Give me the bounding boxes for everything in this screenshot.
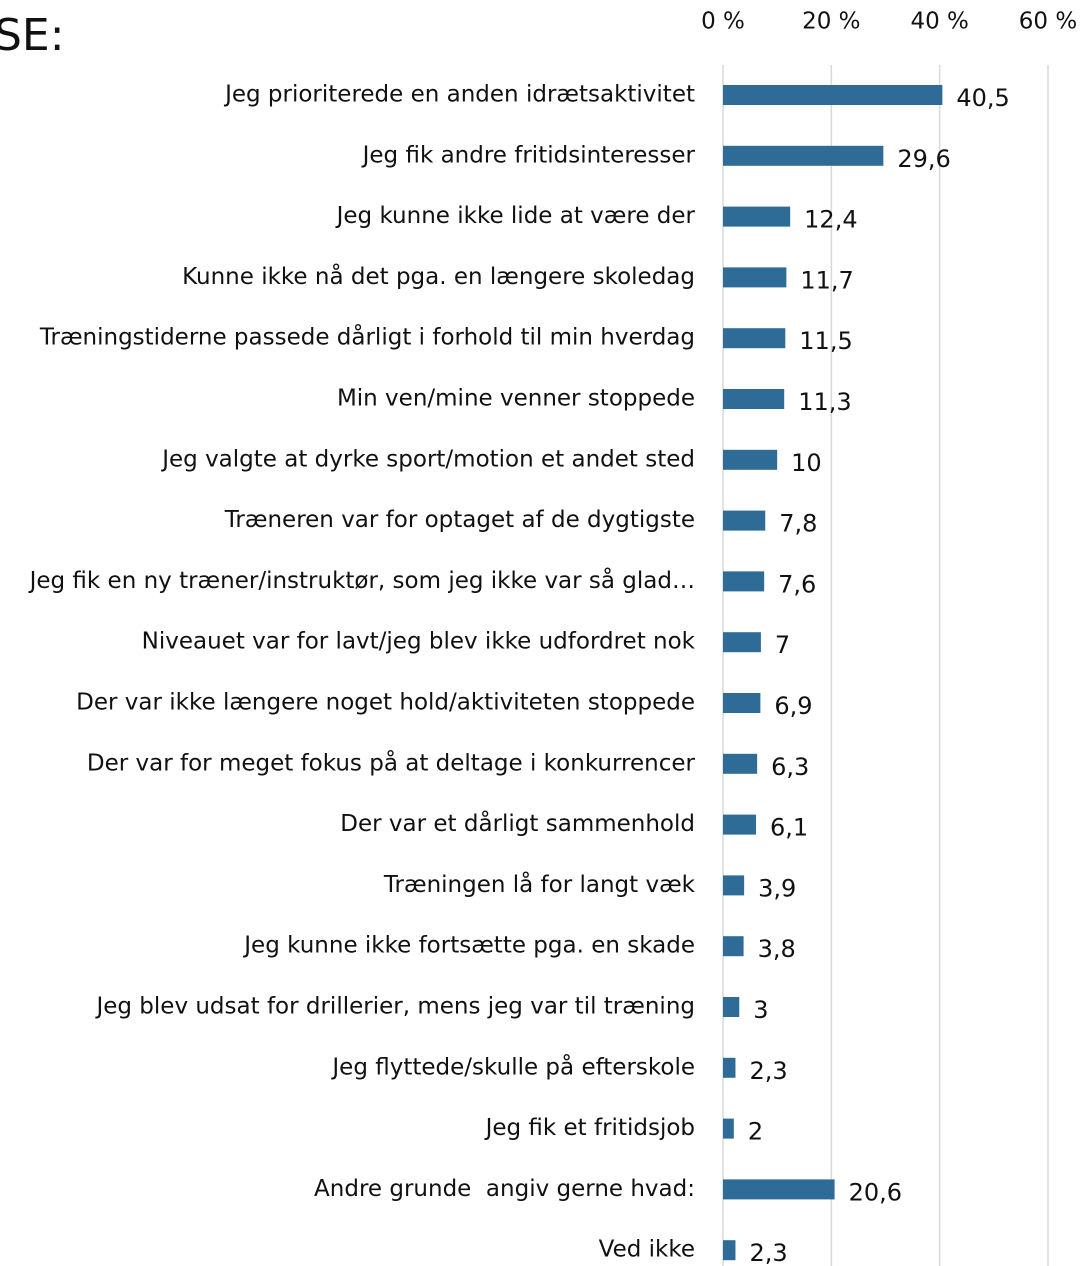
- bar: [723, 85, 943, 105]
- bar: [723, 206, 791, 227]
- bar: [723, 1240, 736, 1261]
- chart-title: SE:: [0, 10, 65, 61]
- value-label: 11,3: [798, 388, 851, 416]
- category-label: Jeg fik andre fritidsinteresser: [361, 142, 696, 168]
- x-tick-label: 20 %: [802, 9, 860, 35]
- value-label: 7,8: [779, 510, 817, 538]
- value-label: 7,6: [778, 570, 816, 598]
- bar: [723, 753, 758, 774]
- bar: [723, 449, 778, 470]
- bar: [723, 997, 740, 1017]
- category-label: Træningstiderne passede dårligt i forhol…: [39, 323, 695, 351]
- value-label: 12,4: [804, 206, 857, 234]
- bar: [723, 814, 757, 835]
- value-label: 6,1: [770, 814, 808, 842]
- category-label: Jeg prioriterede en anden idrætsaktivite…: [223, 82, 695, 108]
- category-label: Der var et dårligt sammenhold: [340, 809, 695, 837]
- value-label: 2,3: [749, 1057, 787, 1085]
- bar: [723, 936, 744, 957]
- category-label: Ved ikke: [599, 1237, 695, 1263]
- value-label: 3: [753, 996, 768, 1024]
- value-label: 7: [775, 631, 790, 659]
- bar: [723, 1179, 835, 1200]
- bar: [723, 875, 745, 896]
- value-label: 20,6: [849, 1178, 902, 1206]
- value-label: 10: [791, 449, 822, 477]
- category-label: Kunne ikke nå det pga. en længere skoled…: [182, 262, 695, 290]
- category-label: Jeg flyttede/skulle på efterskole: [330, 1052, 695, 1080]
- category-label: Andre grunde angiv gerne hvad:: [314, 1176, 695, 1202]
- value-label: 3,8: [758, 935, 796, 963]
- bar: [723, 632, 761, 653]
- category-label: Træneren var for optaget af de dygtigste: [224, 507, 695, 533]
- category-label: Der var ikke længere noget hold/aktivite…: [76, 690, 695, 716]
- value-label: 11,7: [800, 266, 853, 294]
- bar: [723, 571, 765, 592]
- bar: [723, 693, 761, 713]
- bar: [723, 328, 786, 349]
- bar: [723, 389, 785, 409]
- x-tick-label: 60 %: [1019, 9, 1077, 35]
- x-tick-label: 0 %: [701, 9, 745, 35]
- value-label: 6,9: [774, 692, 812, 720]
- bar: [723, 267, 787, 288]
- category-label: Jeg blev udsat for drillerier, mens jeg …: [94, 994, 695, 1020]
- value-label: 3,9: [758, 874, 796, 902]
- category-label: Niveauet var for lavt/jeg blev ikke udfo…: [142, 629, 696, 655]
- category-label: Min ven/mine venner stoppede: [337, 386, 695, 412]
- category-label: Jeg fik en ny træner/instruktør, som jeg…: [28, 566, 695, 594]
- category-label: Træningen lå for langt væk: [383, 870, 696, 898]
- value-label: 6,3: [771, 753, 809, 781]
- x-tick-label: 40 %: [910, 9, 968, 35]
- bar: [723, 510, 766, 531]
- category-label: Jeg fik et fritidsjob: [484, 1115, 695, 1141]
- value-label: 40,5: [956, 84, 1009, 112]
- category-label: Jeg kunne ikke lide at være der: [335, 203, 696, 229]
- bar: [723, 1118, 734, 1139]
- value-label: 2,3: [749, 1239, 787, 1266]
- bar: [723, 1057, 736, 1078]
- category-label: Jeg kunne ikke fortsætte pga. en skade: [242, 933, 695, 959]
- value-label: 29,6: [897, 145, 950, 173]
- bar: [723, 145, 884, 166]
- value-label: 2: [748, 1118, 763, 1146]
- category-label: Der var for meget fokus på at deltage i …: [87, 748, 696, 776]
- category-label: Jeg valgte at dyrke sport/motion et ande…: [160, 446, 695, 472]
- value-label: 11,5: [799, 327, 852, 355]
